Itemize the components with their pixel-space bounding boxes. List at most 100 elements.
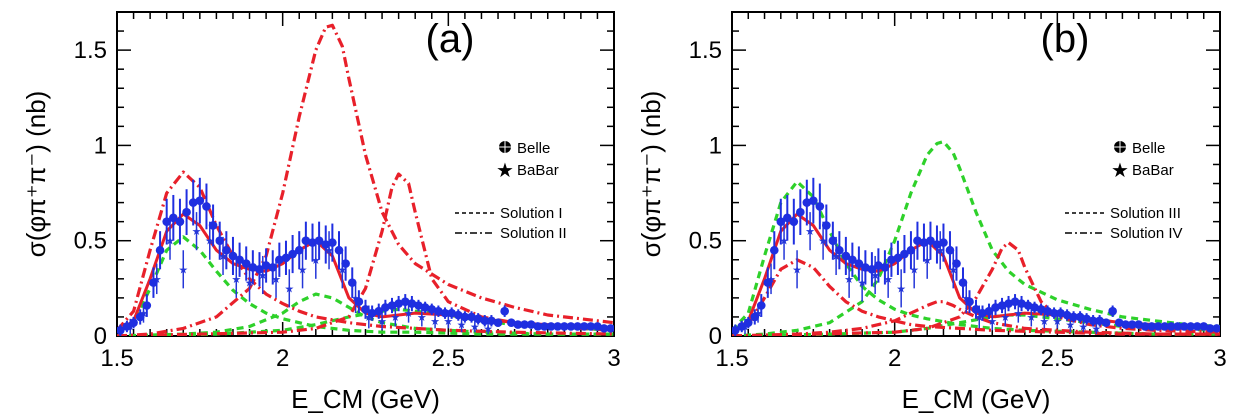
babar-point: ★ <box>245 278 255 290</box>
belle-point <box>1010 297 1020 306</box>
belle-point <box>228 251 238 261</box>
babar-point: ★ <box>311 255 321 267</box>
babar-point: ★ <box>1013 308 1023 320</box>
babar-point: ★ <box>258 270 268 282</box>
belle-point <box>1004 299 1013 308</box>
babar-point: ★ <box>1000 312 1010 324</box>
belle-point <box>268 263 278 272</box>
belle-point <box>743 318 753 327</box>
belle-point <box>978 308 987 318</box>
belle-point <box>1108 306 1117 316</box>
babar-point: ★ <box>896 283 906 295</box>
belle-point <box>117 325 125 335</box>
babar-point: ★ <box>987 316 997 328</box>
belle-point <box>182 207 191 217</box>
belle-point <box>835 245 844 255</box>
legend-babar-marker: ★ <box>1111 160 1129 182</box>
belle-point <box>460 312 470 322</box>
y-axis-label: σ(φπ⁺π⁻) (nb) <box>21 91 51 258</box>
belle-point <box>763 278 773 287</box>
babar-point: ★ <box>139 308 149 320</box>
belle-point <box>900 249 909 259</box>
y-tick-label: 1.5 <box>74 37 107 64</box>
legend-line-label: Solution II <box>500 225 567 242</box>
belle-point <box>142 301 152 310</box>
belle-point <box>841 251 851 261</box>
y-axis-label: σ(φπ⁺π⁻) (nb) <box>636 91 666 258</box>
belle-point <box>874 261 883 270</box>
x-axis-label: E_CM (GeV) <box>291 384 440 414</box>
belle-point <box>1101 318 1111 327</box>
belle-point <box>1036 305 1046 314</box>
belle-point <box>374 306 384 316</box>
panel-label: (a) <box>426 17 475 61</box>
belle-point <box>500 306 509 316</box>
belle-point <box>1134 320 1143 329</box>
belle-point <box>414 301 423 310</box>
belle-point <box>776 217 786 226</box>
babar-point: ★ <box>364 312 374 324</box>
belle-point <box>162 217 171 226</box>
belle-point <box>796 207 805 217</box>
belle-point <box>1140 322 1150 331</box>
legend-marker-label: BaBar <box>517 162 559 179</box>
belle-point <box>453 310 463 320</box>
belle-point <box>255 264 264 274</box>
belle-point <box>261 261 271 270</box>
belle-point <box>175 217 185 226</box>
belle-point <box>195 196 205 205</box>
x-tick-label: 1.5 <box>715 345 748 372</box>
belle-point <box>1186 322 1196 331</box>
belle-point <box>420 303 430 312</box>
belle-point <box>288 249 297 259</box>
y-tick-label: 1 <box>709 132 722 159</box>
belle-point <box>867 264 877 274</box>
belle-point <box>208 221 218 230</box>
belle-point <box>750 312 760 322</box>
y-tick-label: 0.5 <box>74 228 107 255</box>
babar-point: ★ <box>337 264 347 276</box>
babar-point: ★ <box>818 236 828 248</box>
belle-point <box>1088 316 1098 326</box>
x-tick-label: 1.5 <box>100 345 133 372</box>
belle-point <box>599 324 609 333</box>
belle-point <box>789 217 799 226</box>
legend-babar-marker: ★ <box>496 160 514 182</box>
belle-point <box>473 314 483 324</box>
babar-point: ★ <box>831 251 841 263</box>
belle-point <box>506 318 516 327</box>
belle-point <box>1147 322 1156 331</box>
belle-point <box>467 312 476 322</box>
x-tick-label: 2.5 <box>1041 345 1074 372</box>
legend-marker-label: Belle <box>1132 140 1165 157</box>
babar-point: ★ <box>883 274 893 286</box>
belle-point <box>926 236 935 246</box>
component-curve-dash-dot <box>117 23 614 336</box>
belle-point <box>1127 320 1137 329</box>
x-tick-label: 3 <box>1213 345 1226 372</box>
belle-point <box>997 301 1007 310</box>
belle-point <box>880 263 890 272</box>
belle-point <box>520 320 529 329</box>
belle-point <box>783 213 792 223</box>
belle-point <box>275 255 284 265</box>
belle-point <box>887 255 896 265</box>
babar-point: ★ <box>1026 312 1036 324</box>
y-tick-label: 0 <box>94 323 107 350</box>
belle-point <box>1153 322 1163 331</box>
babar-point: ★ <box>974 312 984 324</box>
babar-point: ★ <box>948 264 958 276</box>
babar-point: ★ <box>935 245 945 257</box>
belle-point <box>321 240 331 249</box>
belle-point <box>1069 312 1078 322</box>
legend-line-label: Solution IV <box>1110 225 1183 242</box>
belle-point <box>301 236 311 246</box>
babar-point: ★ <box>483 323 493 335</box>
x-tick-label: 3 <box>607 345 620 372</box>
belle-point <box>919 238 929 247</box>
belle-point <box>1062 310 1072 320</box>
belle-point <box>188 198 198 207</box>
belle-point <box>169 213 178 223</box>
belle-point <box>241 259 251 268</box>
belle-point <box>294 245 304 255</box>
